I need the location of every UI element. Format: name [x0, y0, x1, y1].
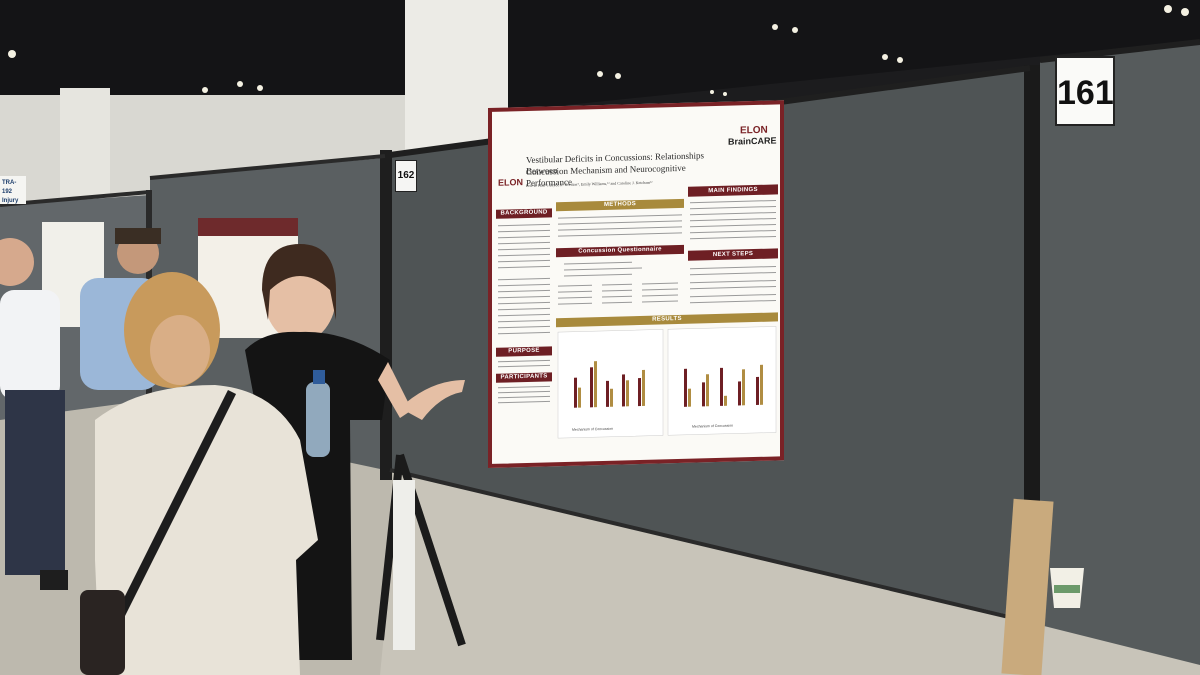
booth-number-161: 161: [1055, 56, 1115, 126]
poster-results-charts: [557, 326, 777, 439]
left-booth-sign: TRA-192 Injury: [0, 176, 26, 204]
left-sign-line2: Injury: [2, 198, 19, 204]
research-poster: ELON Vestibular Deficits in Concussions:…: [488, 100, 784, 469]
booth-number-162: 162: [395, 160, 417, 192]
poster-body-text: [498, 199, 777, 439]
left-sign-line1: TRA-192: [2, 180, 17, 195]
